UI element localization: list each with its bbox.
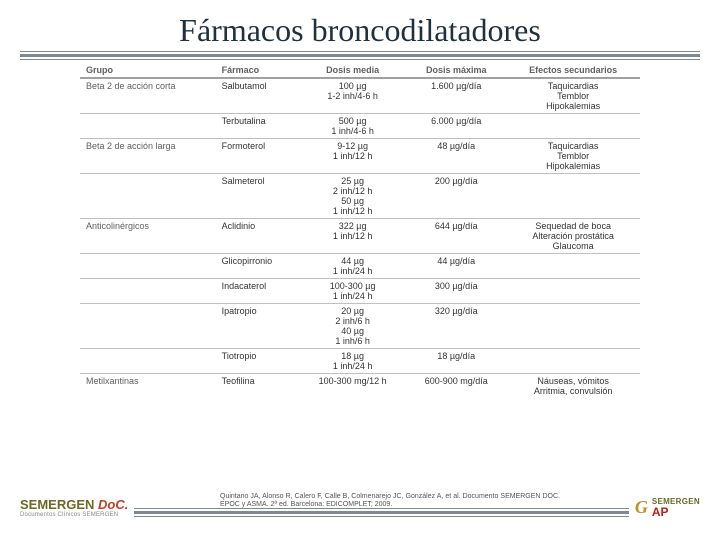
table-row: Indacaterol100-300 µg1 inh/24 h300 µg/dí…: [80, 279, 640, 304]
logo-semergen-doc: SEMERGEN DoC. Documentos Clínicos SEMERG…: [20, 497, 134, 518]
cell-drug: Salmeterol: [216, 174, 300, 219]
table-header-row: Grupo Fármaco Dosis media Dosis máxima E…: [80, 63, 640, 78]
table-row: Terbutalina500 µg1 inh/4-6 h6.000 µg/día: [80, 114, 640, 139]
cell-avg: 44 µg1 inh/24 h: [299, 254, 406, 279]
logo-g-icon: G: [635, 497, 648, 518]
col-drug: Fármaco: [216, 63, 300, 78]
table-row: Tiotropio18 µg1 inh/24 h18 µg/día: [80, 349, 640, 374]
slide: Fármacos broncodilatadores Grupo Fármaco…: [0, 0, 720, 540]
cell-drug: Aclidinio: [216, 219, 300, 254]
table-row: AnticolinérgicosAclidinio322 µg1 inh/12 …: [80, 219, 640, 254]
cell-drug: Tiotropio: [216, 349, 300, 374]
logo-right-ap: AP: [652, 506, 700, 518]
cell-group: Metilxantinas: [80, 374, 216, 399]
cell-group: Anticolinérgicos: [80, 219, 216, 254]
cell-side: Náuseas, vómitosArritmia, convulsión: [506, 374, 640, 399]
cell-avg: 9-12 µg1 inh/12 h: [299, 139, 406, 174]
cell-group: [80, 254, 216, 279]
col-max: Dosis máxima: [406, 63, 506, 78]
table-row: Glicopirronio44 µg1 inh/24 h44 µg/día: [80, 254, 640, 279]
cell-max: 1.600 µg/día: [406, 78, 506, 114]
table-row: Beta 2 de acción largaFormoterol9-12 µg1…: [80, 139, 640, 174]
cell-max: 600-900 mg/día: [406, 374, 506, 399]
cell-avg: 100 µg1-2 inh/4-6 h: [299, 78, 406, 114]
title-rule: [20, 51, 700, 59]
cell-group: [80, 279, 216, 304]
cell-side: Sequedad de bocaAlteración prostáticaGla…: [506, 219, 640, 254]
cell-group: Beta 2 de acción larga: [80, 139, 216, 174]
cell-group: [80, 304, 216, 349]
table-row: Ipatropio20 µg2 inh/6 h40 µg1 inh/6 h320…: [80, 304, 640, 349]
cell-max: 18 µg/día: [406, 349, 506, 374]
cell-max: 300 µg/día: [406, 279, 506, 304]
col-side: Efectos secundarios: [506, 63, 640, 78]
cell-avg: 500 µg1 inh/4-6 h: [299, 114, 406, 139]
cell-drug: Terbutalina: [216, 114, 300, 139]
col-group: Grupo: [80, 63, 216, 78]
col-avg: Dosis media: [299, 63, 406, 78]
brand-doc: DoC.: [98, 497, 128, 512]
cell-max: 48 µg/día: [406, 139, 506, 174]
cell-avg: 100-300 µg1 inh/24 h: [299, 279, 406, 304]
cell-group: [80, 174, 216, 219]
table-row: Salmeterol25 µg2 inh/12 h50 µg1 inh/12 h…: [80, 174, 640, 219]
cell-max: 644 µg/día: [406, 219, 506, 254]
cell-side: [506, 114, 640, 139]
cell-group: Beta 2 de acción corta: [80, 78, 216, 114]
cell-max: 44 µg/día: [406, 254, 506, 279]
cell-drug: Glicopirronio: [216, 254, 300, 279]
footer: Quintano JA, Alonso R, Calero F, Calle B…: [20, 472, 700, 532]
table-row: Beta 2 de acción cortaSalbutamol100 µg1-…: [80, 78, 640, 114]
cell-avg: 100-300 mg/12 h: [299, 374, 406, 399]
cell-drug: Formoterol: [216, 139, 300, 174]
cell-drug: Teofilina: [216, 374, 300, 399]
brand-sub: Documentos Clínicos SEMERGEN: [20, 512, 128, 518]
cell-drug: Salbutamol: [216, 78, 300, 114]
cell-group: [80, 114, 216, 139]
cell-side: [506, 349, 640, 374]
cell-side: TaquicardiasTemblorHipokalemias: [506, 139, 640, 174]
cell-side: [506, 174, 640, 219]
cell-avg: 18 µg1 inh/24 h: [299, 349, 406, 374]
cell-side: [506, 304, 640, 349]
cell-max: 200 µg/día: [406, 174, 506, 219]
cell-drug: Indacaterol: [216, 279, 300, 304]
cell-avg: 322 µg1 inh/12 h: [299, 219, 406, 254]
cell-max: 6.000 µg/día: [406, 114, 506, 139]
logo-semergen-ap: G SEMERGEN AP: [629, 497, 700, 518]
table-row: MetilxantinasTeofilina100-300 mg/12 h600…: [80, 374, 640, 399]
cell-avg: 20 µg2 inh/6 h40 µg1 inh/6 h: [299, 304, 406, 349]
cell-avg: 25 µg2 inh/12 h50 µg1 inh/12 h: [299, 174, 406, 219]
slide-title: Fármacos broncodilatadores: [20, 12, 700, 49]
cell-max: 320 µg/día: [406, 304, 506, 349]
cell-side: TaquicardiasTemblorHipokalemias: [506, 78, 640, 114]
brand-name: SEMERGEN: [20, 497, 94, 512]
cell-side: [506, 279, 640, 304]
cell-group: [80, 349, 216, 374]
drug-table: Grupo Fármaco Dosis media Dosis máxima E…: [80, 63, 640, 398]
cell-side: [506, 254, 640, 279]
cell-drug: Ipatropio: [216, 304, 300, 349]
